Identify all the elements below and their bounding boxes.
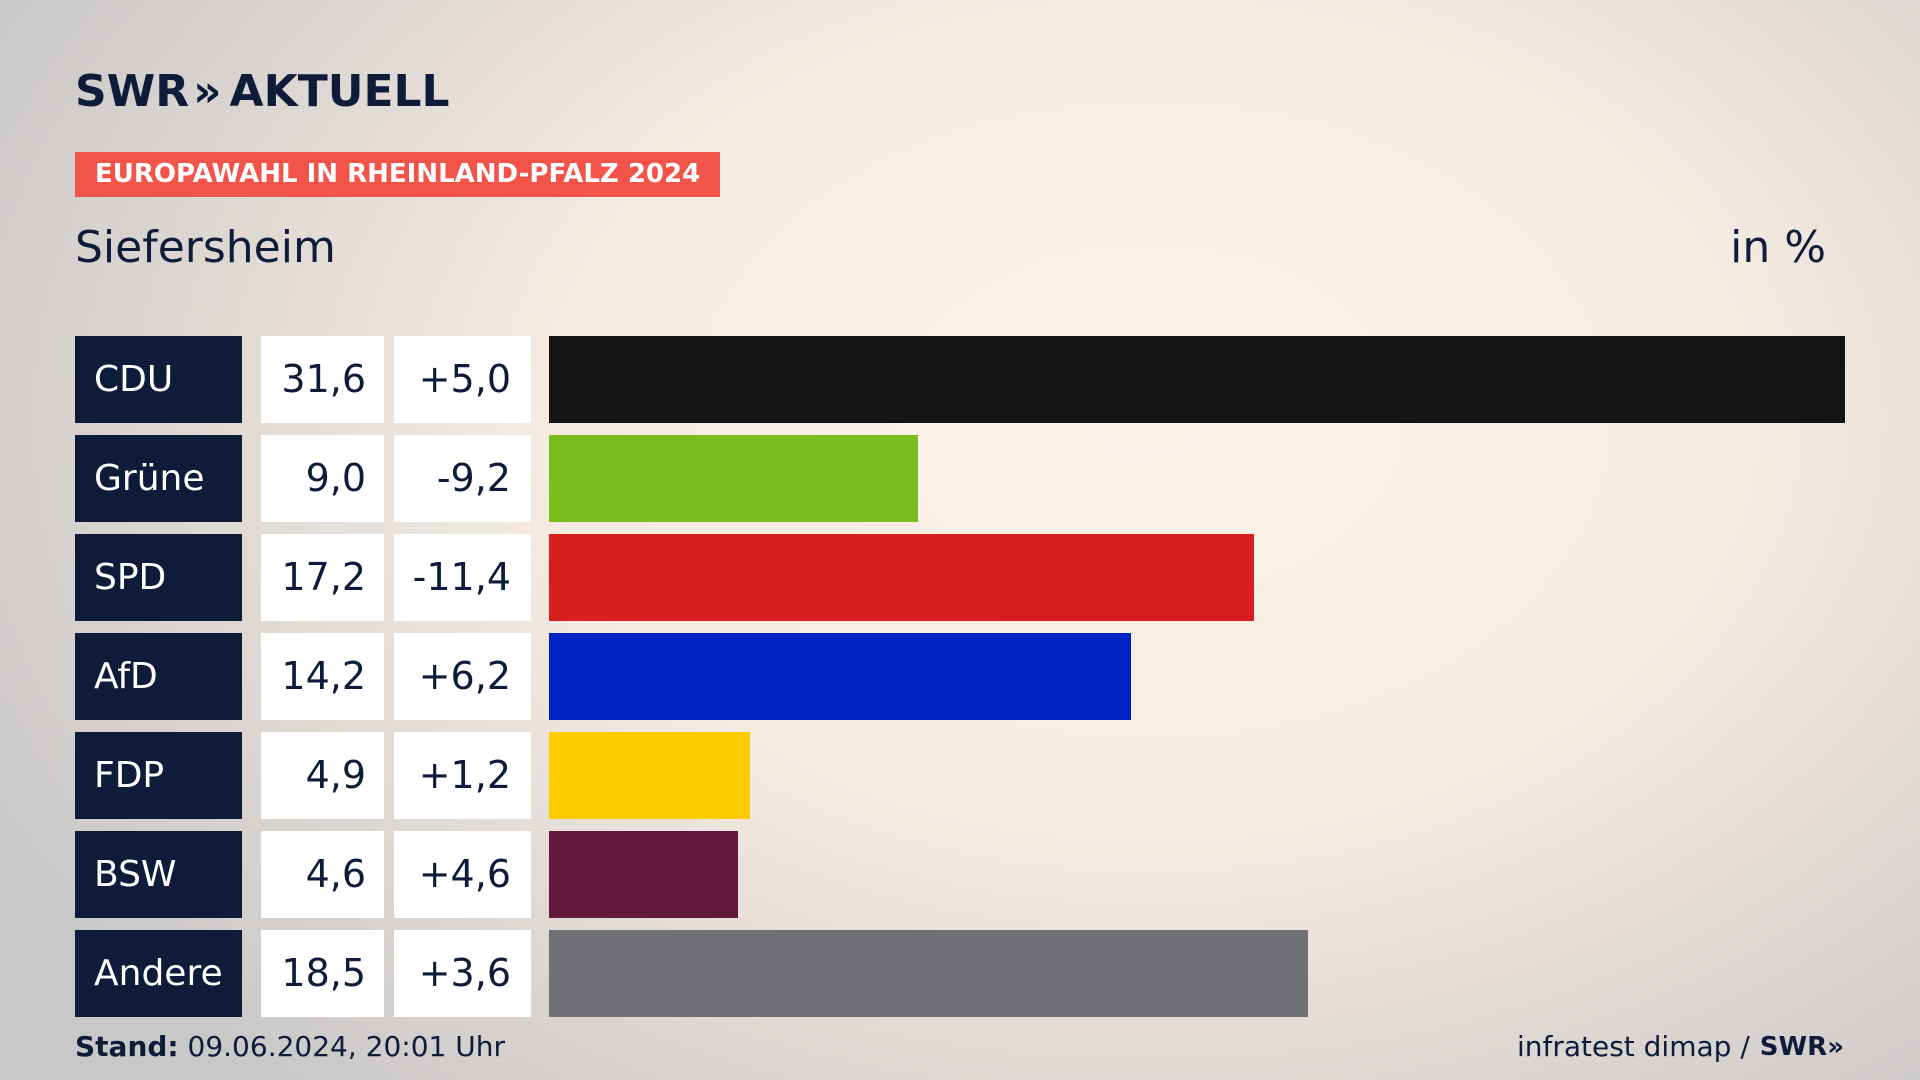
party-label: SPD <box>75 534 242 621</box>
party-label: BSW <box>75 831 242 918</box>
vote-share-value: 14,2 <box>261 633 384 720</box>
logo-aktuell-text: AKTUELL <box>229 65 450 117</box>
vote-share-value: 17,2 <box>261 534 384 621</box>
result-row: Andere 18,5 +3,6 <box>75 930 1845 1017</box>
source-text: infratest dimap / <box>1516 1030 1750 1063</box>
vote-change-value: +5,0 <box>394 336 531 423</box>
election-banner: EUROPAWAHL IN RHEINLAND-PFALZ 2024 <box>75 152 721 197</box>
result-row: AfD 14,2 +6,2 <box>75 633 1845 720</box>
party-label: FDP <box>75 732 242 819</box>
vote-change-value: -11,4 <box>394 534 531 621</box>
stand-value: 09.06.2024, 20:01 Uhr <box>187 1030 505 1063</box>
swr-aktuell-logo: SWR » AKTUELL <box>75 65 450 117</box>
vote-change-value: -9,2 <box>394 435 531 522</box>
result-bar <box>549 435 918 522</box>
vote-change-value: +4,6 <box>394 831 531 918</box>
result-bar <box>549 732 750 819</box>
result-row: BSW 4,6 +4,6 <box>75 831 1845 918</box>
place-title: Siefersheim <box>75 222 336 273</box>
result-row: CDU 31,6 +5,0 <box>75 336 1845 423</box>
result-row: FDP 4,9 +1,2 <box>75 732 1845 819</box>
vote-share-value: 4,6 <box>261 831 384 918</box>
vote-change-value: +6,2 <box>394 633 531 720</box>
vote-share-value: 9,0 <box>261 435 384 522</box>
result-bar <box>549 831 738 918</box>
party-label: Grüne <box>75 435 242 522</box>
party-label: Andere <box>75 930 242 1017</box>
vote-change-value: +3,6 <box>394 930 531 1017</box>
footer-swr-logo: SWR» <box>1760 1032 1844 1062</box>
timestamp: Stand: 09.06.2024, 20:01 Uhr <box>75 1030 505 1063</box>
unit-label: in % <box>1730 222 1826 273</box>
source-credit: infratest dimap / SWR» <box>1517 1030 1844 1063</box>
result-bar <box>549 336 1845 423</box>
footer-logo-text: SWR <box>1759 1031 1828 1062</box>
result-bar <box>549 534 1254 621</box>
vote-change-value: +1,2 <box>394 732 531 819</box>
result-row: Grüne 9,0 -9,2 <box>75 435 1845 522</box>
party-label: CDU <box>75 336 242 423</box>
vote-share-value: 18,5 <box>261 930 384 1017</box>
result-bar <box>549 633 1131 720</box>
result-bar <box>549 930 1308 1017</box>
logo-swr-text: SWR <box>75 65 190 117</box>
vote-share-value: 4,9 <box>261 732 384 819</box>
vote-share-value: 31,6 <box>261 336 384 423</box>
stand-label: Stand: <box>75 1030 179 1063</box>
party-label: AfD <box>75 633 242 720</box>
result-row: SPD 17,2 -11,4 <box>75 534 1845 621</box>
logo-chevron-icon: » <box>193 65 222 117</box>
footer-chevron-icon: » <box>1827 1031 1844 1062</box>
